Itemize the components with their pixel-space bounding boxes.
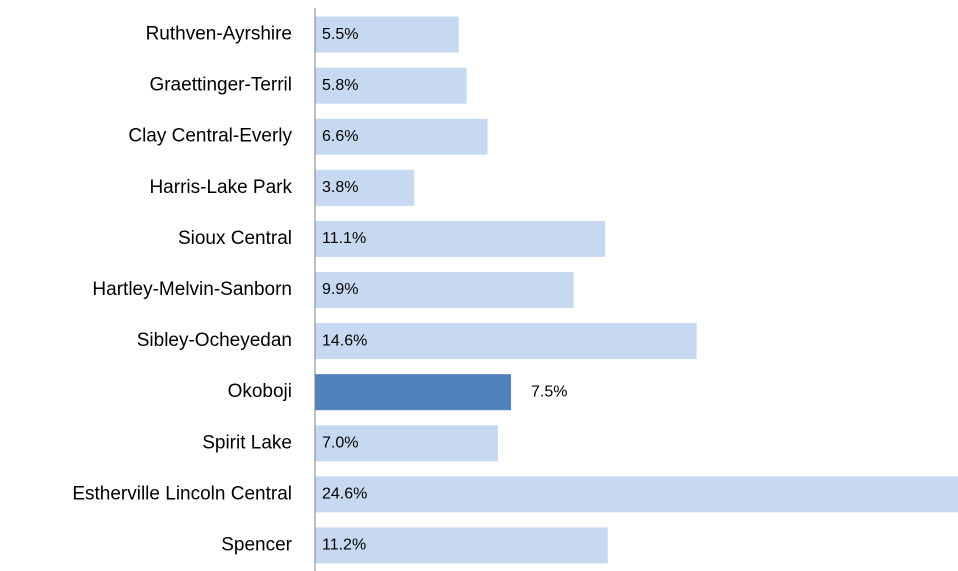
- category-label: Spencer: [221, 534, 292, 555]
- value-label: 11.2%: [322, 537, 366, 554]
- bar: [315, 220, 606, 257]
- value-label: 5.5%: [322, 26, 358, 43]
- category-label: Sibley-Ocheyedan: [137, 330, 292, 351]
- category-label: Harris-Lake Park: [149, 177, 292, 198]
- bar: [315, 425, 498, 462]
- value-label: 7.0%: [322, 434, 358, 451]
- value-label: 5.8%: [322, 77, 358, 94]
- bar: [315, 323, 697, 360]
- value-label: 24.6%: [322, 486, 367, 503]
- value-label: 3.8%: [322, 179, 358, 196]
- value-label: 7.5%: [531, 383, 567, 400]
- bar: [315, 169, 415, 206]
- value-label: 11.1%: [322, 230, 366, 247]
- category-label: Spirit Lake: [202, 432, 292, 453]
- bar: [315, 272, 574, 308]
- bar: [315, 118, 488, 155]
- category-label: Estherville Lincoln Central: [72, 483, 292, 504]
- bar: [315, 374, 512, 411]
- category-label: Clay Central-Everly: [128, 126, 292, 147]
- category-label: Okoboji: [228, 381, 292, 402]
- category-label: Ruthven-Ayrshire: [146, 24, 292, 45]
- category-label: Sioux Central: [178, 228, 292, 249]
- value-label: 6.6%: [322, 128, 358, 145]
- bar: [315, 476, 958, 513]
- bar: [315, 527, 608, 564]
- bar: [315, 67, 467, 104]
- category-label: Graettinger-Terril: [149, 75, 292, 96]
- bar: [315, 16, 459, 53]
- category-label: Hartley-Melvin-Sanborn: [92, 279, 292, 300]
- value-label: 9.9%: [322, 281, 358, 298]
- value-label: 14.6%: [322, 332, 367, 349]
